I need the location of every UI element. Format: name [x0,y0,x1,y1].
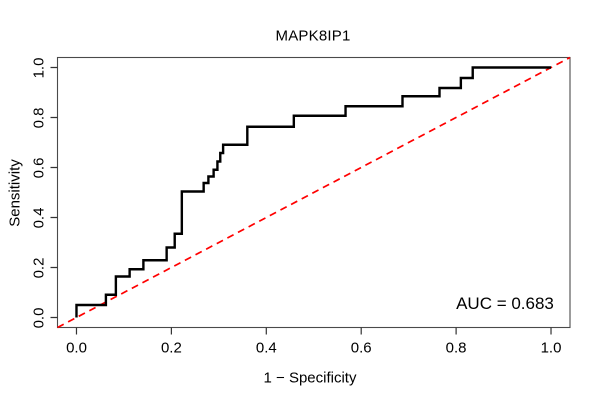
y-tick-label: 0.8 [30,107,48,128]
x-tick-label: 0.4 [255,339,277,357]
y-tick-label: 1.0 [30,57,48,78]
y-axis-label: Sensitivity [6,159,24,227]
x-axis-ticks [75,327,552,335]
x-tick-label: 0.2 [160,339,182,357]
x-tick-label: 1.0 [540,339,562,357]
roc-curve [75,66,552,318]
y-tick-label: 0.4 [30,207,48,228]
x-tick-label: 0.8 [445,339,467,357]
x-axis-label: 1 − Specificity [263,369,357,387]
y-tick-label: 0.2 [30,257,48,278]
y-tick-label: 0.6 [30,157,48,178]
x-tick-label: 0.6 [350,339,372,357]
x-tick-label: 0.0 [66,339,87,357]
chart-title: MAPK8IP1 [275,27,351,45]
y-axis-ticks [50,66,58,319]
auc-annotation: AUC = 0.683 [456,294,554,313]
chance-diagonal [57,56,571,329]
plot-box [56,56,571,329]
y-tick-label: 0.0 [30,307,48,328]
